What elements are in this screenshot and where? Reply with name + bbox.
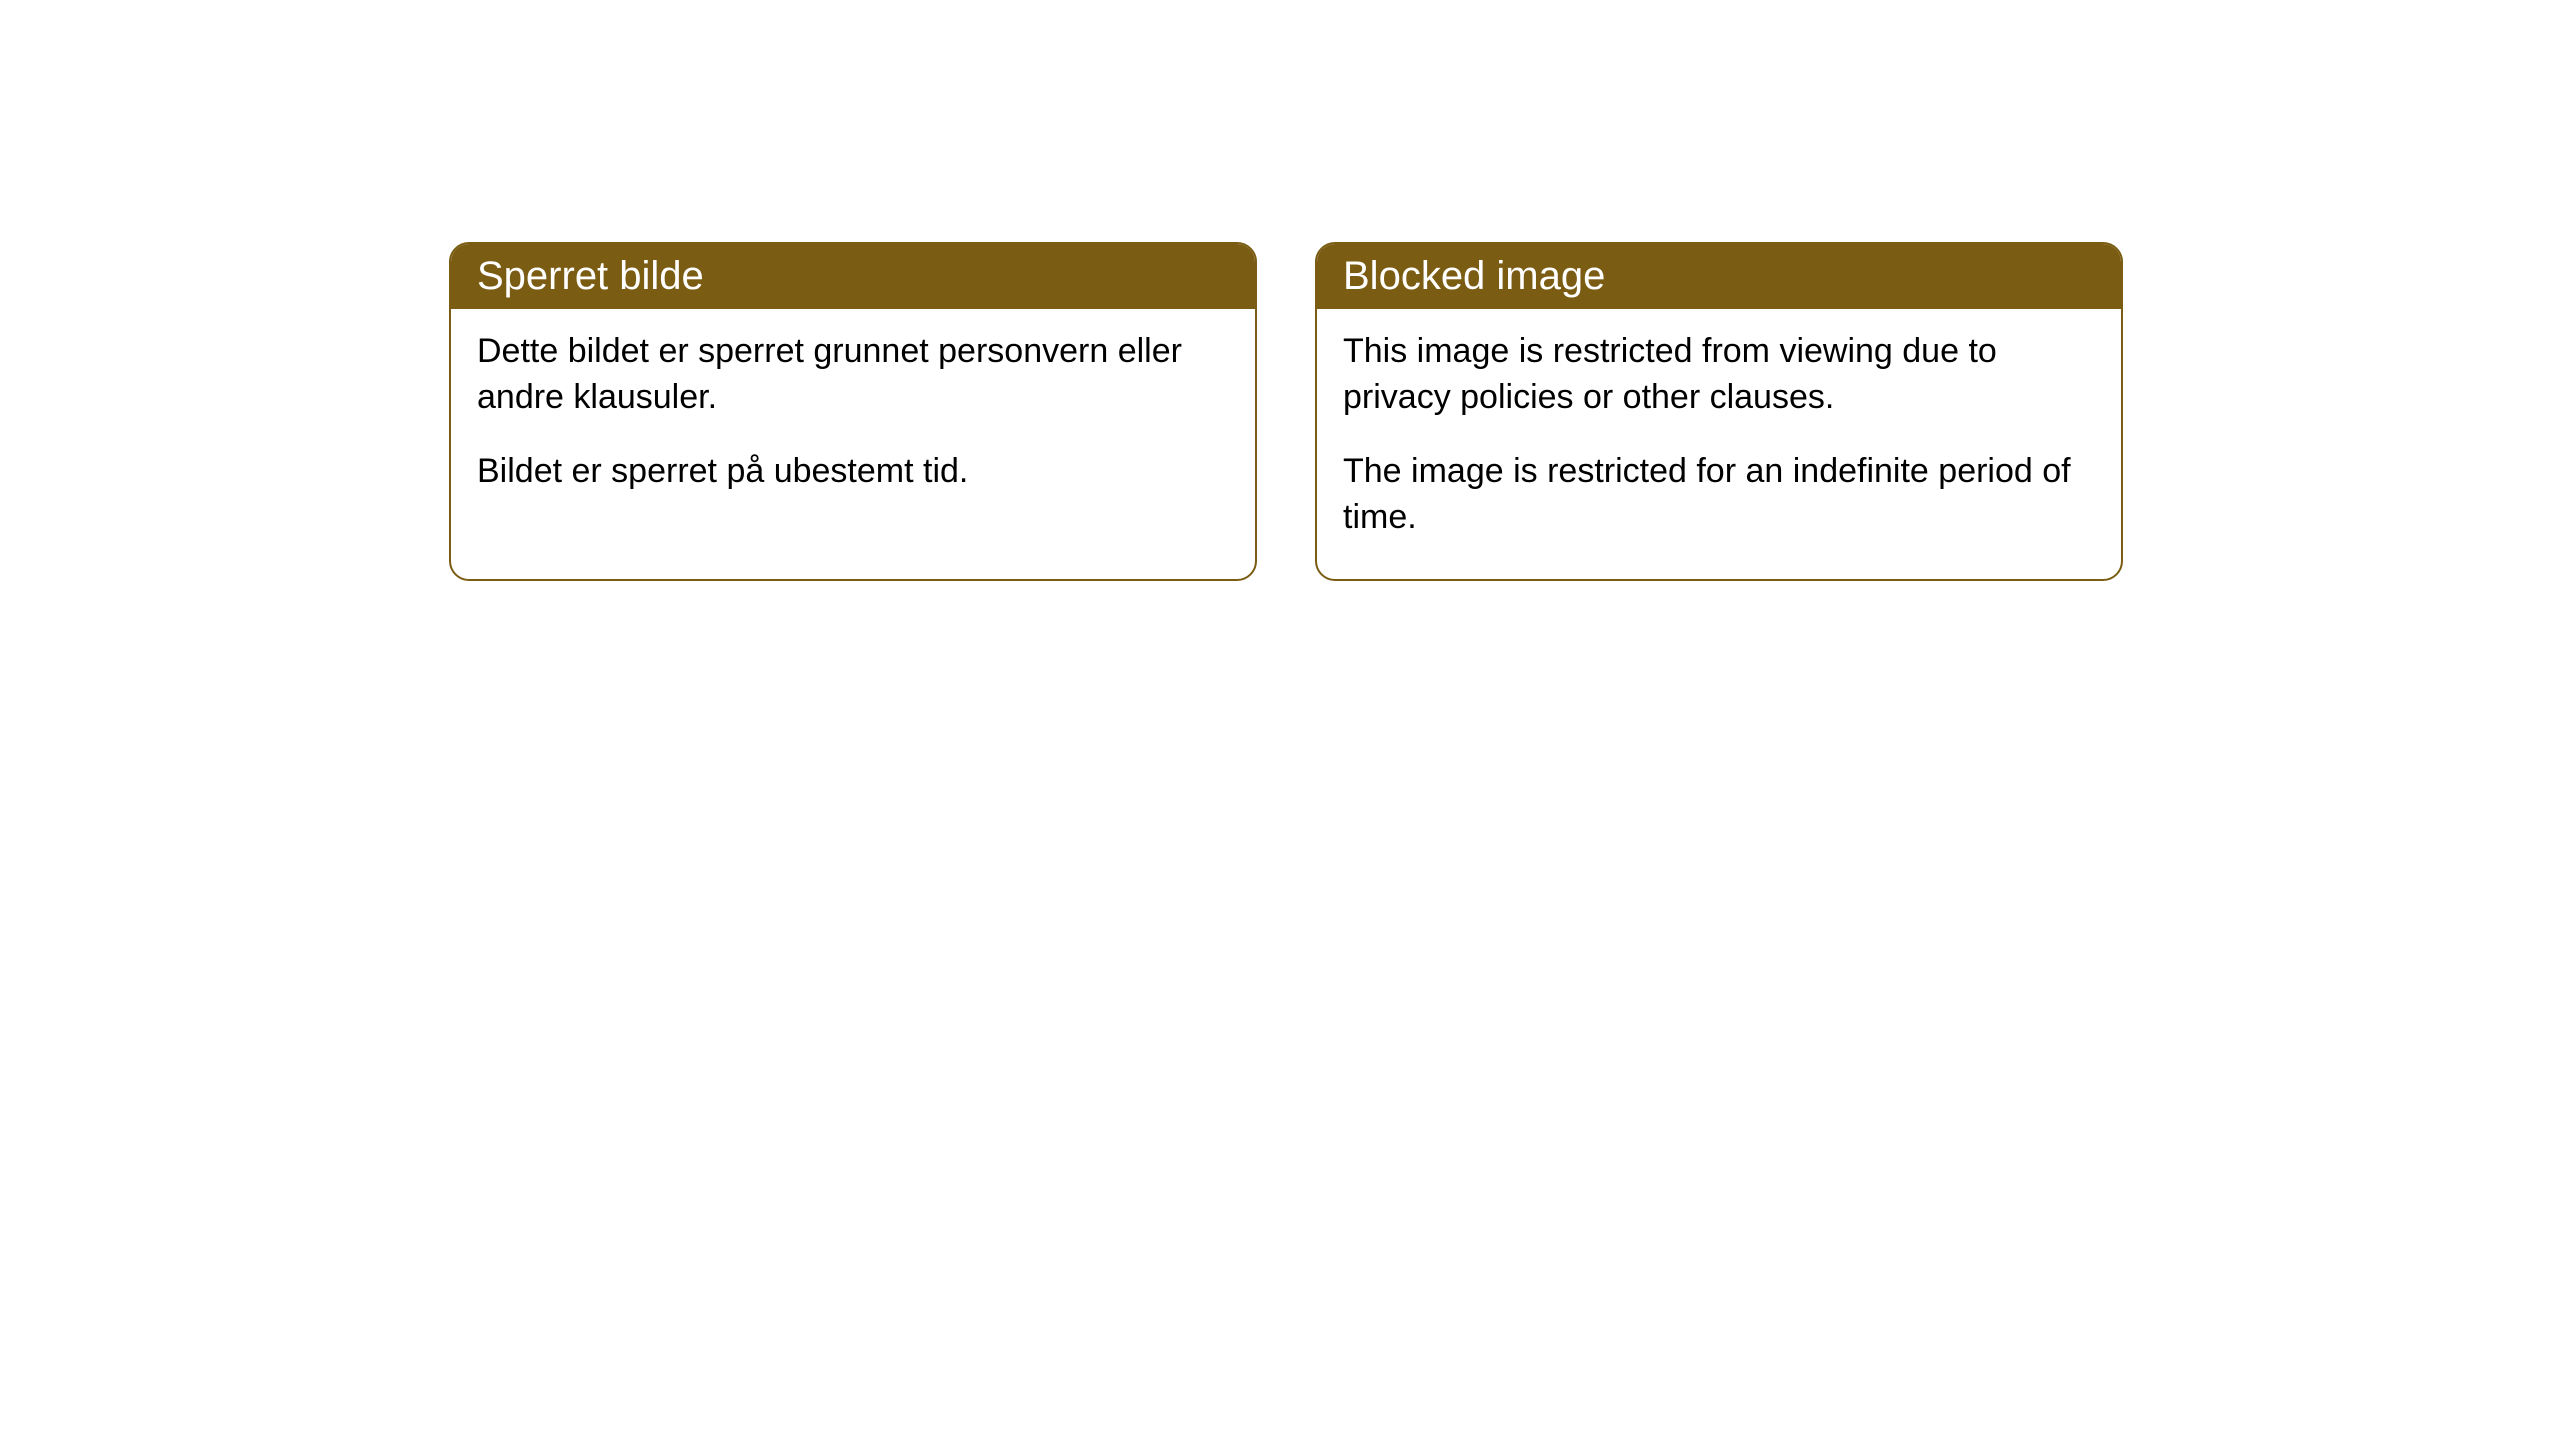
notice-cards-container: Sperret bilde Dette bildet er sperret gr… xyxy=(449,242,2123,581)
card-paragraph: Dette bildet er sperret grunnet personve… xyxy=(477,329,1229,421)
card-title: Sperret bilde xyxy=(477,254,704,298)
card-paragraph: The image is restricted for an indefinit… xyxy=(1343,449,2095,541)
card-header: Sperret bilde xyxy=(451,244,1255,309)
blocked-image-card-norwegian: Sperret bilde Dette bildet er sperret gr… xyxy=(449,242,1257,581)
card-body: This image is restricted from viewing du… xyxy=(1317,309,2121,579)
card-header: Blocked image xyxy=(1317,244,2121,309)
card-paragraph: Bildet er sperret på ubestemt tid. xyxy=(477,449,1229,495)
card-body: Dette bildet er sperret grunnet personve… xyxy=(451,309,1255,533)
card-paragraph: This image is restricted from viewing du… xyxy=(1343,329,2095,421)
card-title: Blocked image xyxy=(1343,254,1605,298)
blocked-image-card-english: Blocked image This image is restricted f… xyxy=(1315,242,2123,581)
